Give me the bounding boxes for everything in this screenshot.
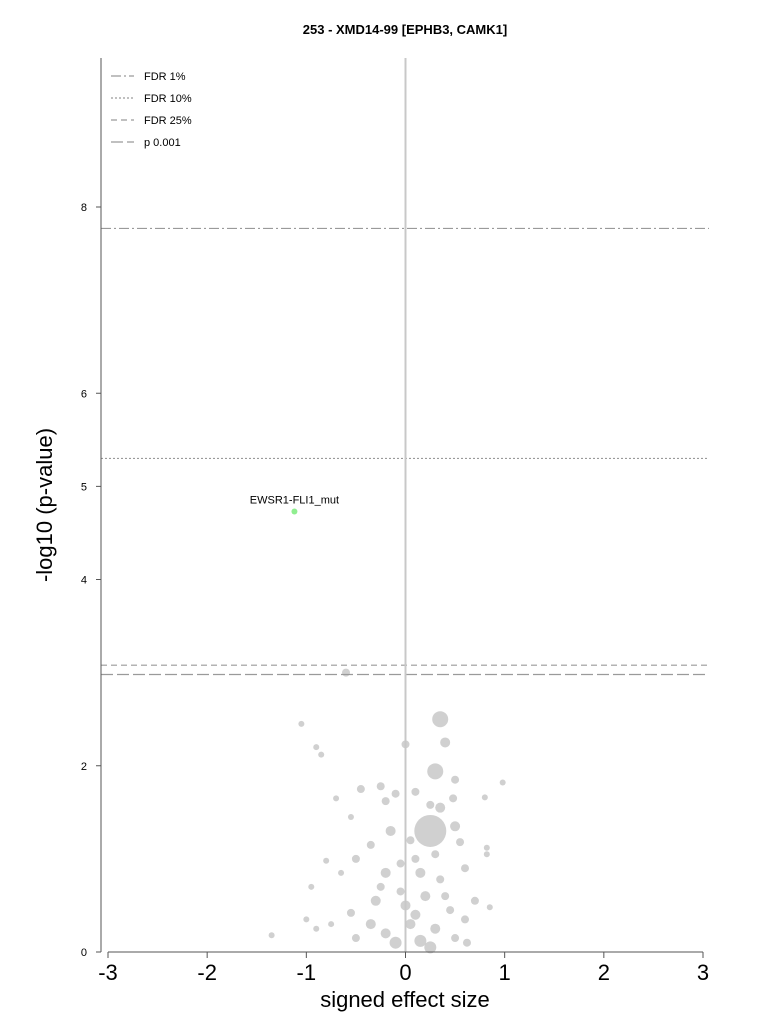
data-point: [446, 906, 455, 915]
data-point: [380, 867, 391, 878]
data-point: [499, 779, 506, 786]
y-tick-label: 6: [81, 388, 87, 400]
highlight-point: [291, 508, 298, 515]
data-point: [342, 668, 350, 677]
data-point: [462, 938, 471, 947]
data-point: [313, 925, 320, 932]
chart-title: 253 - XMD14-99 [EPHB3, CAMK1]: [303, 22, 507, 37]
data-point: [426, 800, 435, 809]
x-tick-label: 2: [598, 960, 610, 985]
data-point: [483, 851, 490, 858]
data-point: [346, 908, 355, 917]
data-point: [313, 744, 320, 751]
data-point: [298, 720, 305, 727]
data-point: [365, 919, 376, 930]
data-point: [366, 840, 375, 849]
data-point: [486, 904, 493, 911]
x-axis-ticks: -3 -2 -1 0 1 2 3: [98, 952, 709, 985]
data-point: [461, 864, 469, 873]
x-tick-label: 1: [499, 960, 511, 985]
y-axis-ticks: 0 2 4 5 6 8: [81, 202, 101, 959]
highlight-label: EWSR1-FLI1_mut: [250, 495, 339, 507]
y-tick-label: 4: [81, 575, 87, 587]
data-point: [370, 895, 381, 906]
x-tick-label: -1: [297, 960, 317, 985]
data-point: [411, 787, 420, 796]
data-point: [338, 869, 345, 876]
data-point: [431, 850, 440, 859]
data-point: [414, 814, 447, 847]
data-point: [424, 941, 437, 954]
x-tick-label: -3: [98, 960, 118, 985]
data-point: [436, 875, 445, 884]
data-point: [481, 794, 488, 801]
data-point: [303, 916, 310, 923]
data-point: [351, 854, 360, 863]
data-point: [396, 887, 405, 896]
x-tick-label: -2: [197, 960, 217, 985]
data-point: [333, 795, 340, 802]
x-tick-label: 3: [697, 960, 709, 985]
data-point: [308, 883, 315, 890]
data-point: [410, 909, 421, 920]
data-point: [420, 891, 431, 902]
x-tick-label: 0: [399, 960, 411, 985]
legend-entry: FDR 10%: [144, 93, 192, 105]
legend-entry: FDR 1%: [144, 71, 186, 83]
data-point: [430, 923, 441, 934]
data-point: [440, 737, 451, 748]
legend-entry: FDR 25%: [144, 115, 192, 127]
data-point: [405, 919, 416, 930]
x-axis-label: signed effect size: [320, 987, 490, 1012]
legend-entry: p 0.001: [144, 137, 181, 149]
data-point: [376, 782, 385, 791]
scatter-points-layer: [268, 668, 506, 954]
y-axis-label: -log10 (p-value): [32, 428, 57, 582]
data-point: [411, 854, 420, 863]
data-point: [449, 794, 458, 803]
data-point: [318, 751, 325, 758]
data-point: [323, 857, 330, 864]
data-point: [414, 934, 427, 947]
data-point: [406, 836, 415, 845]
data-point: [470, 896, 479, 905]
data-point: [441, 892, 450, 901]
data-point: [435, 802, 446, 813]
data-point: [483, 844, 490, 851]
data-point: [328, 921, 335, 928]
data-point: [396, 859, 405, 868]
data-point: [432, 711, 449, 728]
data-point: [427, 763, 444, 780]
data-point: [347, 813, 354, 820]
data-point: [389, 936, 402, 949]
y-tick-label: 2: [81, 761, 87, 773]
y-tick-label: 5: [81, 481, 87, 493]
data-point: [456, 838, 465, 847]
data-point: [376, 882, 385, 891]
legend: FDR 1% FDR 10% FDR 25% p 0.001: [111, 71, 192, 149]
data-point: [461, 915, 469, 924]
data-point: [385, 825, 396, 836]
data-point: [380, 928, 391, 939]
data-point: [356, 785, 365, 794]
data-point: [351, 934, 360, 943]
data-point: [268, 932, 275, 939]
data-point: [450, 821, 461, 832]
data-point: [451, 775, 460, 784]
data-point: [415, 867, 426, 878]
data-point: [381, 797, 390, 806]
y-tick-label: 0: [81, 947, 87, 959]
data-point: [451, 934, 460, 943]
data-point: [391, 789, 400, 798]
y-tick-label: 8: [81, 202, 87, 214]
